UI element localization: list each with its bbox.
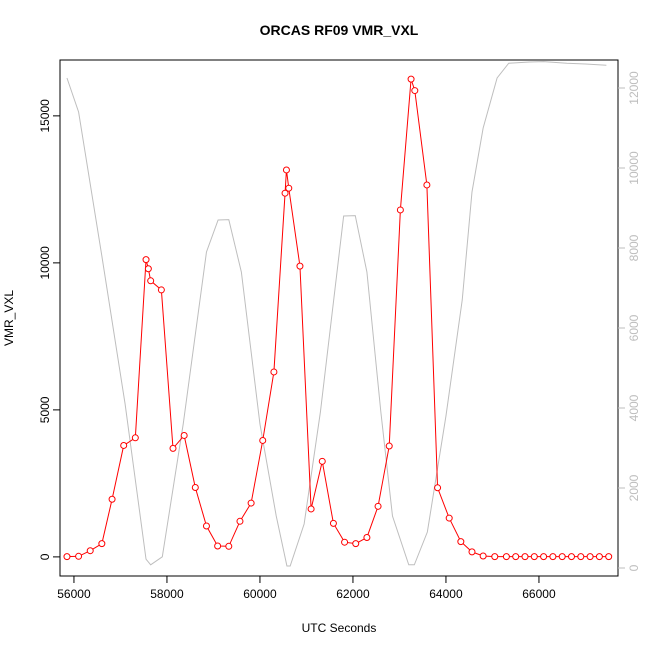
data-point: [297, 263, 303, 269]
data-point: [64, 554, 70, 560]
data-point: [513, 554, 519, 560]
data-point: [76, 553, 82, 559]
data-point: [145, 266, 151, 272]
x-tick-label: 56000: [57, 587, 91, 601]
data-point: [408, 76, 414, 82]
series-layer: [64, 62, 612, 566]
data-point: [143, 257, 149, 263]
data-point: [375, 503, 381, 509]
data-point: [87, 548, 93, 554]
data-point: [109, 496, 115, 502]
plot-frame: [60, 60, 618, 576]
data-point: [148, 278, 154, 284]
vmr-series-line: [67, 79, 609, 556]
x-tick-label: 58000: [150, 587, 184, 601]
data-point: [248, 500, 254, 506]
data-point: [283, 167, 289, 173]
x-tick-label: 60000: [243, 587, 277, 601]
data-point: [121, 442, 127, 448]
data-point: [492, 554, 498, 560]
data-point: [503, 554, 509, 560]
y2-tick-label: 0: [627, 564, 641, 571]
data-point: [578, 554, 584, 560]
y2-tick-label: 8000: [627, 234, 641, 261]
data-point: [412, 88, 418, 94]
data-point: [386, 443, 392, 449]
data-point: [158, 287, 164, 293]
data-point: [260, 437, 266, 443]
y-axis-label: VMR_VXL: [2, 290, 16, 346]
data-point: [541, 554, 547, 560]
data-point: [226, 543, 232, 549]
data-point: [435, 485, 441, 491]
secondary-y-axis: 0 2000 4000 6000 8000 10000 12000: [618, 71, 641, 571]
data-point: [522, 554, 528, 560]
data-point: [587, 554, 593, 560]
x-tick-label: 66000: [522, 587, 556, 601]
secondary-series-line: [67, 62, 606, 566]
data-point: [342, 539, 348, 545]
y2-tick-label: 6000: [627, 314, 641, 341]
data-point: [99, 541, 105, 547]
x-axis-label: UTC Seconds: [302, 621, 377, 635]
data-point: [569, 554, 575, 560]
data-point: [203, 523, 209, 529]
chart-title: ORCAS RF09 VMR_VXL: [260, 22, 419, 38]
data-point: [458, 539, 464, 545]
y-tick-label: 15000: [38, 99, 52, 133]
x-tick-label: 62000: [336, 587, 370, 601]
data-point: [353, 541, 359, 547]
data-point: [215, 543, 221, 549]
y2-tick-label: 12000: [627, 71, 641, 105]
data-point: [596, 554, 602, 560]
data-point: [559, 554, 565, 560]
y2-tick-label: 2000: [627, 474, 641, 501]
data-point: [550, 554, 556, 560]
data-point: [606, 554, 612, 560]
y-tick-label: 0: [38, 553, 52, 560]
data-point: [424, 182, 430, 188]
data-point: [132, 435, 138, 441]
data-point: [237, 518, 243, 524]
data-point: [319, 458, 325, 464]
data-point: [469, 549, 475, 555]
x-axis: 56000 58000 60000 62000 64000 66000: [57, 576, 556, 601]
data-point: [364, 534, 370, 540]
data-point: [192, 485, 198, 491]
data-point: [286, 185, 292, 191]
data-point: [170, 445, 176, 451]
y-tick-label: 5000: [38, 396, 52, 423]
y2-tick-label: 10000: [627, 151, 641, 185]
y-tick-label: 10000: [38, 246, 52, 280]
x-tick-label: 64000: [429, 587, 463, 601]
data-point: [181, 432, 187, 438]
data-point: [308, 506, 314, 512]
data-point: [271, 369, 277, 375]
data-point: [397, 207, 403, 213]
data-point: [531, 554, 537, 560]
data-point: [480, 553, 486, 559]
data-point: [330, 520, 336, 526]
y-axis: 0 5000 10000 15000: [38, 99, 60, 560]
y2-tick-label: 4000: [627, 394, 641, 421]
data-point: [446, 515, 452, 521]
